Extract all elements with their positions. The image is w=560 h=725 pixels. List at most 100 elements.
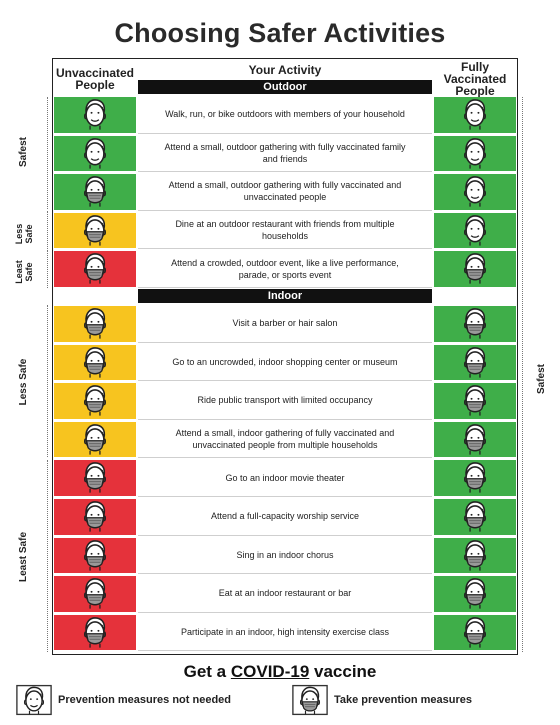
face-icon bbox=[463, 176, 487, 207]
face-icon bbox=[83, 137, 107, 169]
outdoor-row: Attend a small, outdoor gathering with f… bbox=[52, 134, 518, 173]
less-safe-outdoor-bracket bbox=[47, 211, 48, 249]
row-divider bbox=[138, 248, 432, 250]
unvaccinated-risk-cell bbox=[54, 383, 136, 419]
outdoor-row: Walk, run, or bike outdoors with members… bbox=[52, 95, 518, 134]
row-divider bbox=[138, 380, 432, 382]
row-divider bbox=[138, 495, 432, 497]
vaccinated-risk-cell bbox=[434, 97, 516, 133]
masked-face-icon bbox=[463, 346, 487, 378]
less-safe-indoor-bracket bbox=[47, 305, 48, 457]
outdoor-row: Attend a small, outdoor gathering with f… bbox=[52, 172, 518, 211]
face-icon bbox=[463, 214, 487, 246]
unvaccinated-risk-cell bbox=[54, 97, 136, 133]
side-label-least-safe-indoor: Least Safe bbox=[18, 531, 29, 583]
masked-face-icon bbox=[83, 346, 107, 378]
activity-description: Attend a full-capacity worship service bbox=[210, 511, 360, 522]
vaccinated-risk-cell bbox=[434, 383, 516, 419]
row-divider bbox=[138, 534, 432, 536]
vaccinated-risk-cell bbox=[434, 174, 516, 210]
row-divider bbox=[138, 611, 432, 613]
legend-face-mask-icon bbox=[292, 684, 328, 716]
indoor-row: Go to an indoor movie theater bbox=[52, 458, 518, 497]
unvaccinated-risk-cell bbox=[54, 212, 136, 249]
side-label-safest: Safest bbox=[18, 137, 29, 168]
indoor-row: Attend a full-capacity worship service bbox=[52, 497, 518, 536]
row-divider bbox=[138, 650, 432, 652]
masked-face-icon bbox=[463, 253, 487, 284]
outdoor-section-bar: Outdoor bbox=[138, 80, 432, 94]
unvaccinated-risk-cell bbox=[54, 306, 136, 342]
masked-face-icon bbox=[463, 423, 487, 455]
page-title: Choosing Safer Activities bbox=[114, 18, 446, 48]
side-label-less-safe-outdoor: Less Safe bbox=[14, 223, 34, 245]
unvaccinated-risk-cell bbox=[54, 460, 136, 496]
footer-prefix: Get a bbox=[183, 662, 231, 681]
masked-face-icon bbox=[83, 385, 107, 416]
vaccinated-risk-cell bbox=[434, 306, 516, 342]
row-divider bbox=[138, 573, 432, 575]
row-divider bbox=[138, 418, 432, 420]
masked-face-icon bbox=[463, 578, 487, 609]
side-label-least-safe-outdoor: Least Safe bbox=[14, 260, 34, 284]
face-icon bbox=[463, 137, 487, 169]
indoor-row: Ride public transport with limited occup… bbox=[52, 381, 518, 420]
legend-no-mask: Prevention measures not needed bbox=[16, 684, 231, 716]
activity-description: Participate in an indoor, high intensity… bbox=[180, 627, 390, 638]
masked-face-icon bbox=[83, 501, 107, 532]
activity-description: Visit a barber or hair salon bbox=[232, 318, 338, 329]
vaccinated-risk-cell bbox=[434, 344, 516, 381]
masked-face-icon bbox=[83, 253, 107, 284]
activity-description: Sing in an indoor chorus bbox=[236, 549, 334, 560]
unvaccinated-risk-cell bbox=[54, 135, 136, 172]
activity-description: Attend a small, outdoor gathering with f… bbox=[168, 180, 402, 203]
activity-grid bbox=[52, 58, 518, 655]
indoor-row: Go to an uncrowded, indoor shopping cent… bbox=[52, 343, 518, 382]
indoor-row: Sing in an indoor chorus bbox=[52, 536, 518, 575]
vaccinated-header: Fully Vaccinated People bbox=[443, 60, 507, 98]
masked-face-icon bbox=[83, 539, 107, 571]
vaccinated-safest-bracket bbox=[522, 97, 523, 652]
vaccinated-risk-cell bbox=[434, 212, 516, 249]
activity-description: Eat at an indoor restaurant or bar bbox=[218, 588, 352, 599]
unvaccinated-risk-cell bbox=[54, 251, 136, 287]
masked-face-icon bbox=[463, 616, 487, 648]
indoor-row: Eat at an indoor restaurant or bar bbox=[52, 574, 518, 613]
activity-description: Go to an uncrowded, indoor shopping cent… bbox=[172, 356, 398, 367]
least-safe-outdoor-bracket bbox=[47, 250, 48, 288]
row-divider bbox=[138, 209, 432, 211]
side-label-vaccinated-safest: Safest bbox=[536, 364, 547, 395]
masked-face-icon bbox=[83, 462, 107, 493]
legend-mask: Take prevention measures bbox=[292, 684, 472, 716]
unvaccinated-risk-cell bbox=[54, 174, 136, 210]
masked-face-icon bbox=[83, 176, 107, 207]
activity-description: Walk, run, or bike outdoors with members… bbox=[165, 109, 405, 120]
activity-description: Go to an indoor movie theater bbox=[225, 472, 345, 483]
masked-face-icon bbox=[463, 501, 487, 532]
masked-face-icon bbox=[463, 539, 487, 571]
legend-face-no-mask-icon bbox=[16, 684, 52, 716]
masked-face-icon bbox=[83, 578, 107, 609]
safest-bracket bbox=[47, 97, 48, 209]
masked-face-icon bbox=[83, 423, 107, 455]
least-safe-indoor-bracket bbox=[47, 460, 48, 652]
unvaccinated-risk-cell bbox=[54, 344, 136, 381]
indoor-row: Attend a small, indoor gathering of full… bbox=[52, 420, 518, 459]
row-divider bbox=[138, 457, 432, 459]
footer-highlight: COVID-19 bbox=[230, 662, 310, 681]
vaccinated-risk-cell bbox=[434, 460, 516, 496]
face-icon bbox=[83, 99, 107, 130]
side-label-less-safe-indoor: Less Safe bbox=[18, 358, 29, 406]
vaccinated-risk-cell bbox=[434, 421, 516, 458]
row-divider bbox=[138, 286, 432, 288]
masked-face-icon bbox=[83, 616, 107, 648]
unvaccinated-header: Unvaccinated People bbox=[55, 66, 135, 92]
row-divider bbox=[138, 341, 432, 343]
masked-face-icon bbox=[83, 214, 107, 246]
unvaccinated-risk-cell bbox=[54, 576, 136, 612]
vaccinated-risk-cell bbox=[434, 576, 516, 612]
activity-description: Attend a small, indoor gathering of full… bbox=[175, 428, 395, 451]
activity-description: Ride public transport with limited occup… bbox=[197, 395, 373, 406]
vaccinated-risk-cell bbox=[434, 499, 516, 535]
unvaccinated-risk-cell bbox=[54, 537, 136, 574]
